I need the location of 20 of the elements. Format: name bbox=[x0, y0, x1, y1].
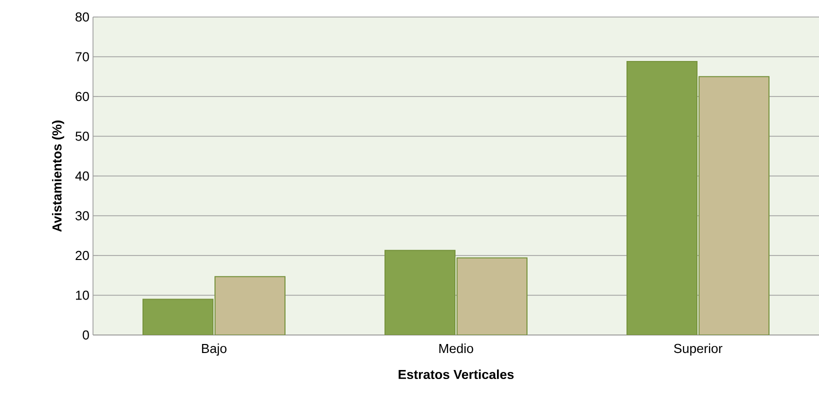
y-tick-label: 20 bbox=[76, 250, 89, 260]
bar bbox=[142, 298, 214, 335]
y-tick-label: 60 bbox=[76, 92, 89, 102]
y-tick-label: 70 bbox=[76, 52, 89, 62]
y-axis-title: Avistamientos (%) bbox=[52, 120, 64, 232]
y-tick-label: 80 bbox=[76, 12, 89, 22]
x-tick-label: Bajo bbox=[202, 344, 226, 356]
x-tick-label: Superior bbox=[674, 344, 722, 356]
bar bbox=[214, 276, 286, 335]
bar bbox=[698, 76, 770, 335]
x-axis-title: Estratos Verticales bbox=[398, 370, 514, 380]
y-tick-label: 30 bbox=[76, 211, 89, 220]
bar bbox=[384, 250, 456, 335]
y-tick-label: 0 bbox=[82, 330, 89, 340]
bar bbox=[626, 61, 698, 335]
y-tick-label: 10 bbox=[76, 290, 89, 300]
bar bbox=[456, 257, 528, 335]
x-tick-label: Medio bbox=[439, 344, 474, 354]
y-tick-label: 40 bbox=[75, 171, 89, 181]
y-tick-label: 50 bbox=[76, 132, 89, 141]
